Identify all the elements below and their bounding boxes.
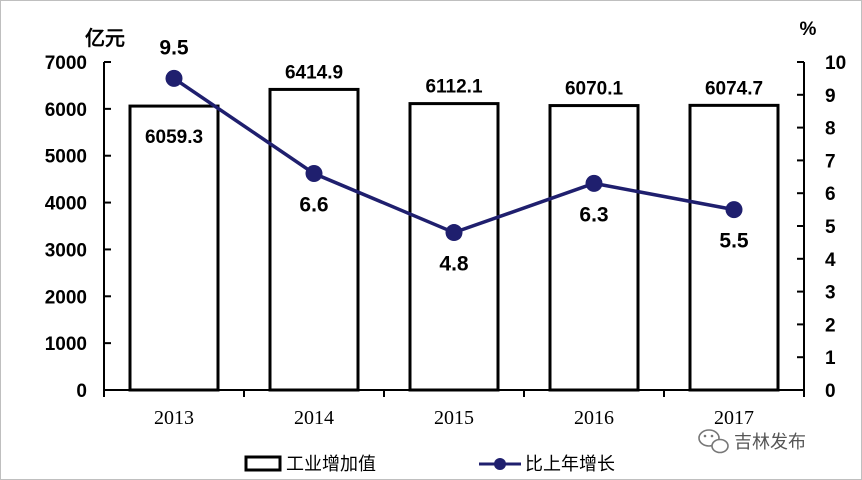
bar-value-label: 6414.9 [285, 62, 343, 83]
left-tick-label: 3000 [45, 240, 87, 261]
right-axis-unit: % [800, 19, 817, 40]
growth-value-label: 5.5 [719, 230, 749, 253]
bar-value-label: 6112.1 [425, 77, 482, 98]
labels-layer: 6059.3 6414.9 6112.1 6070.1 6074.7 9.5 6.6 4.8 6… [145, 36, 763, 275]
bar-2014 [268, 87, 360, 392]
x-tick-label: 2013 [154, 407, 194, 429]
legend-line-label: 比上年增长 [525, 454, 615, 475]
growth-value-label: 6.3 [579, 203, 608, 226]
bar-value-label: 6059.3 [145, 127, 203, 148]
line-layer [165, 69, 743, 242]
growth-point-2016 [585, 174, 603, 192]
bar-value-label: 6074.7 [705, 78, 763, 99]
legend-bar-swatch [244, 455, 282, 472]
growth-value-label: 6.6 [299, 194, 328, 217]
x-tick-label: 2017 [714, 407, 754, 429]
left-tick-label: 4000 [45, 194, 87, 215]
legend-line-marker [494, 458, 506, 470]
right-tick-label: 4 [825, 250, 836, 271]
left-tick-label: 5000 [45, 147, 87, 168]
legend: 工业增加值 比上年增长 [244, 454, 615, 475]
growth-point-2017 [725, 201, 743, 219]
left-tick-label: 2000 [45, 287, 87, 308]
watermark: 吉林发布 [698, 429, 806, 454]
growth-value-label: 9.5 [159, 36, 189, 59]
left-tick-label: 7000 [45, 53, 87, 74]
growth-point-2013 [165, 69, 183, 87]
left-axis-unit: 亿元 [85, 26, 125, 50]
right-tick-label: 10 [825, 53, 846, 74]
bars-layer [128, 87, 780, 392]
left-tick-label: 0 [76, 381, 87, 402]
bar-2016 [548, 104, 640, 392]
right-tick-label: 5 [825, 217, 836, 238]
right-tick-label: 7 [825, 151, 836, 172]
x-tick-label: 2014 [294, 407, 334, 429]
right-tick-label: 9 [825, 86, 836, 107]
bar-value-label: 6070.1 [565, 79, 624, 100]
axes-layer: 0 1000 2000 3000 4000 5000 6000 7000 0 1 2 3 4 5 6 7 8 9 1… [45, 53, 846, 429]
right-tick-label: 2 [825, 315, 836, 336]
bar-2015 [408, 102, 500, 392]
wechat-icon [698, 429, 729, 454]
left-tick-label: 1000 [45, 334, 87, 355]
right-tick-label: 1 [825, 348, 836, 369]
legend-bar-label: 工业增加值 [286, 454, 376, 475]
x-tick-label: 2016 [574, 407, 614, 429]
x-tick-label: 2015 [434, 407, 474, 429]
bar-2013 [128, 104, 220, 392]
growth-point-2015 [445, 224, 463, 242]
left-tick-label: 6000 [45, 100, 87, 121]
growth-value-label: 4.8 [439, 253, 469, 276]
right-tick-label: 0 [825, 381, 836, 402]
watermark-text: 吉林发布 [734, 432, 806, 453]
right-tick-label: 8 [825, 119, 836, 140]
right-tick-label: 3 [825, 283, 836, 304]
right-tick-label: 6 [825, 184, 836, 205]
growth-point-2014 [305, 165, 323, 183]
